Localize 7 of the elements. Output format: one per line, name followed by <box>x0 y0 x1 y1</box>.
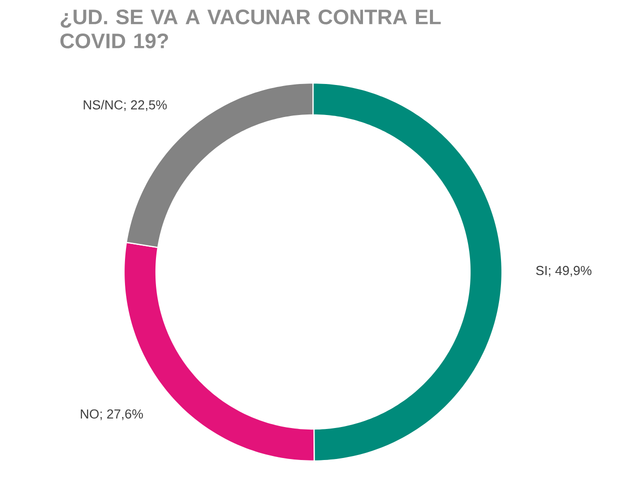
data-label: ; 22,5% <box>124 100 167 111</box>
data-label: ; 27,6% <box>100 409 143 420</box>
data-label: ; 49,9% <box>548 266 592 277</box>
slice-label: NO <box>80 409 99 419</box>
slice-label: SI <box>536 266 547 276</box>
chart-title: ¿UD. SE VA A VACUNAR CONTRA EL COVID 19? <box>60 10 441 48</box>
slice-label: NS/NC <box>84 100 123 110</box>
